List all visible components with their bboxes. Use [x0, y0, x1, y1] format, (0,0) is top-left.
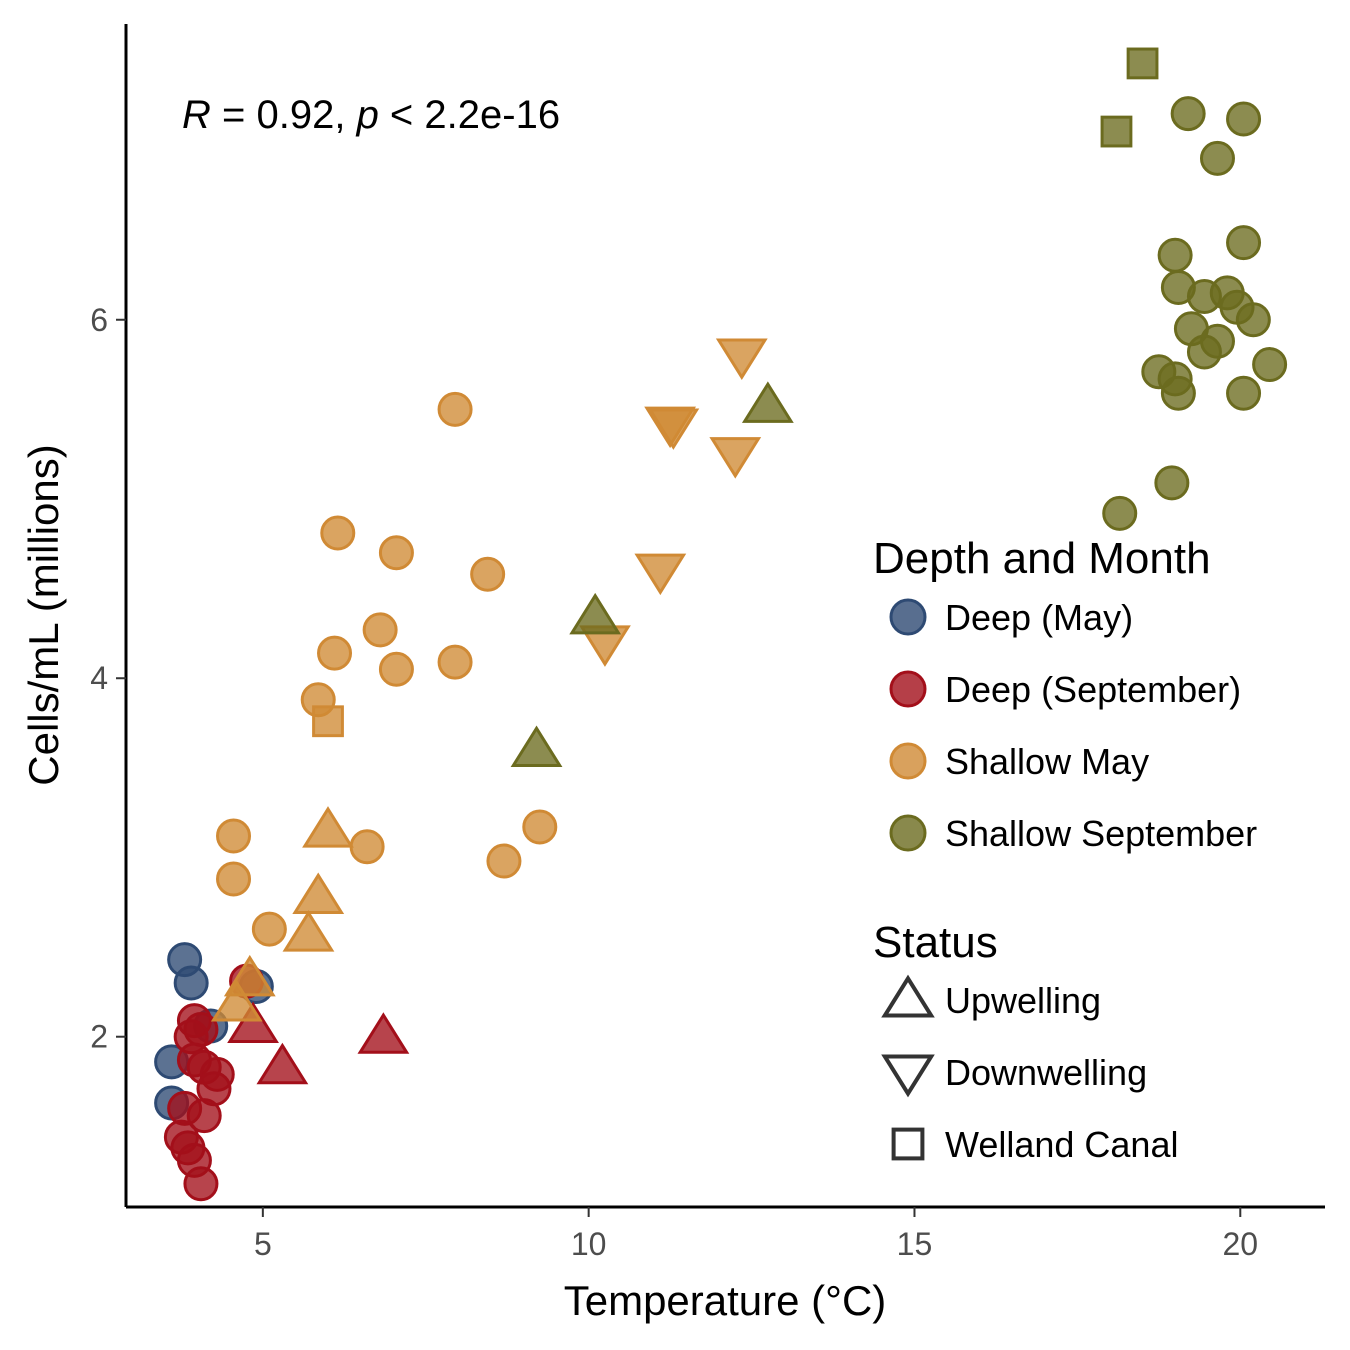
data-point: [1154, 465, 1190, 501]
data-point: [183, 1166, 219, 1202]
data-point: [292, 872, 345, 914]
legend-swatch: [889, 742, 927, 780]
data-point: [741, 381, 794, 423]
data-point: [1100, 115, 1133, 148]
data-point: [437, 391, 473, 427]
data-point: [312, 705, 344, 738]
data-point: [1226, 101, 1262, 137]
data-point: [302, 806, 354, 848]
data-point: [1186, 334, 1222, 370]
legend-depth-month: Depth and Month Deep (May) Deep (Septembe…: [873, 534, 1257, 854]
data-point: [362, 612, 398, 648]
data-point: [227, 1001, 279, 1044]
y-tick-label: 4: [90, 660, 108, 696]
data-point: [715, 338, 768, 381]
legend-entry: Deep (May): [889, 597, 1133, 638]
x-tick-label: 5: [254, 1226, 272, 1262]
y-ticks: 2 4 6: [90, 302, 126, 1055]
legend-shape-swatch: [881, 1054, 935, 1098]
data-point: [1102, 495, 1138, 531]
legend-label: Shallow September: [945, 813, 1257, 854]
legend-status: Status Upwelling Downwelling Welland Canal: [873, 918, 1178, 1165]
data-point: [1226, 225, 1262, 261]
legend-label: Deep (September): [945, 669, 1241, 710]
data-point: [510, 725, 563, 767]
data-point: [437, 644, 473, 680]
data-point: [251, 911, 287, 947]
data-point: [486, 843, 522, 879]
legend-entry: Downwelling: [881, 1052, 1147, 1098]
correlation-annotation: R = 0.92, p < 2.2e-16: [182, 93, 560, 137]
legend-entry: Deep (September): [889, 669, 1241, 710]
legend-label: Upwelling: [945, 980, 1101, 1021]
data-point: [470, 556, 506, 592]
legend-swatch: [889, 670, 927, 708]
legend-entry: Shallow May: [889, 741, 1149, 782]
data-point: [320, 515, 356, 551]
data-points: [154, 47, 1288, 1202]
data-point: [1160, 375, 1196, 411]
x-ticks: 5 10 15 20: [254, 1207, 1258, 1262]
data-point: [709, 437, 762, 479]
data-point: [1235, 302, 1271, 338]
data-point: [317, 635, 353, 671]
x-tick-label: 15: [897, 1226, 933, 1262]
legend-entry: Welland Canal: [891, 1124, 1178, 1165]
y-tick-label: 6: [90, 302, 108, 338]
data-point: [357, 1012, 410, 1054]
data-point: [1126, 47, 1159, 80]
p-value: < 2.2e-16: [379, 93, 560, 137]
data-point: [349, 829, 385, 865]
legend-label: Downwelling: [945, 1052, 1147, 1093]
data-point: [647, 408, 700, 450]
data-point: [569, 592, 622, 635]
x-tick-label: 20: [1222, 1226, 1258, 1262]
x-tick-label: 10: [571, 1226, 607, 1262]
data-point: [634, 553, 687, 596]
legend-entry: Shallow September: [889, 813, 1257, 854]
legend-swatch: [889, 598, 927, 636]
data-point: [522, 809, 558, 845]
data-point: [1157, 237, 1193, 273]
data-point: [378, 651, 414, 687]
data-point: [1252, 347, 1288, 383]
legend-entry: Upwelling: [881, 974, 1101, 1021]
legend-label: Deep (May): [945, 597, 1133, 638]
legend-shape-swatch: [881, 974, 935, 1018]
data-point: [282, 910, 335, 952]
data-point: [1226, 375, 1262, 411]
legend-swatch: [889, 814, 927, 852]
legend-depth-month-title: Depth and Month: [873, 534, 1211, 583]
y-tick-label: 2: [90, 1019, 108, 1055]
legend-label: Shallow May: [945, 741, 1149, 782]
legend-status-title: Status: [873, 918, 998, 967]
legend-label: Welland Canal: [945, 1124, 1178, 1165]
axes: 5 10 15 20 2 4 6: [90, 24, 1325, 1262]
data-point: [210, 980, 263, 1022]
data-point: [216, 818, 252, 854]
data-point: [1170, 96, 1206, 132]
data-point: [256, 1042, 309, 1085]
data-point: [1199, 140, 1235, 176]
r-value: = 0.92,: [211, 93, 357, 137]
data-point: [216, 861, 252, 897]
data-point: [186, 1098, 222, 1134]
data-point: [173, 965, 209, 1001]
legend-shape-swatch: [891, 1127, 925, 1161]
x-axis-title: Temperature (°C): [564, 1277, 887, 1324]
r-symbol: R: [182, 93, 211, 137]
p-symbol: p: [356, 93, 379, 137]
y-axis-title: Cells/mL (millions): [20, 444, 67, 785]
data-point: [378, 535, 414, 571]
